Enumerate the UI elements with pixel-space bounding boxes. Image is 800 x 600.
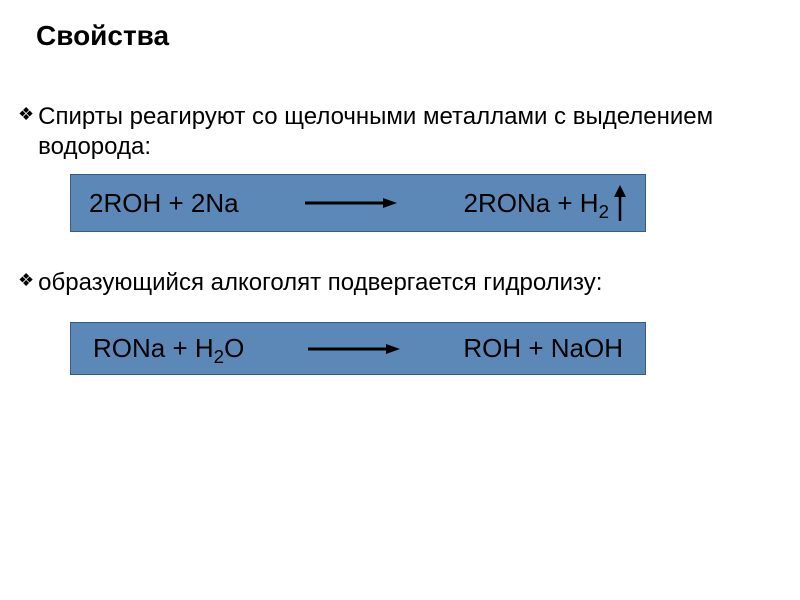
equation-2-lhs: RONa + H2O [93,333,244,364]
bullet-row: ❖ образующийся алкоголят подвергается ги… [18,268,764,298]
equation-box-1: 2ROH + 2Na 2RONa + H2 [70,174,646,232]
equation-1-rhs-text: 2RONa + H2 [463,188,609,219]
equation-2-rhs-text: ROH + NaOH [463,333,623,364]
equation-1-lhs: 2ROH + 2Na [89,188,239,219]
equation-1-rhs: 2RONa + H2 [463,185,627,221]
equation-2-rhs: ROH + NaOH [463,333,623,364]
bullet-glyph: ❖ [18,100,34,128]
bullet-text-1: Спирты реагируют со щелочными металлами … [38,102,764,162]
bullet-text-2: образующийся алкоголят подвергается гидр… [38,268,602,298]
reaction-arrow-icon [308,342,400,356]
gas-up-arrow-icon [613,185,627,221]
page-title: Свойства [36,20,764,52]
reaction-arrow-icon [305,196,397,210]
equation-box-2: RONa + H2O ROH + NaOH [70,322,646,375]
bullet-row: ❖ Спирты реагируют со щелочными металлам… [18,102,764,162]
bullet-glyph: ❖ [18,266,34,294]
